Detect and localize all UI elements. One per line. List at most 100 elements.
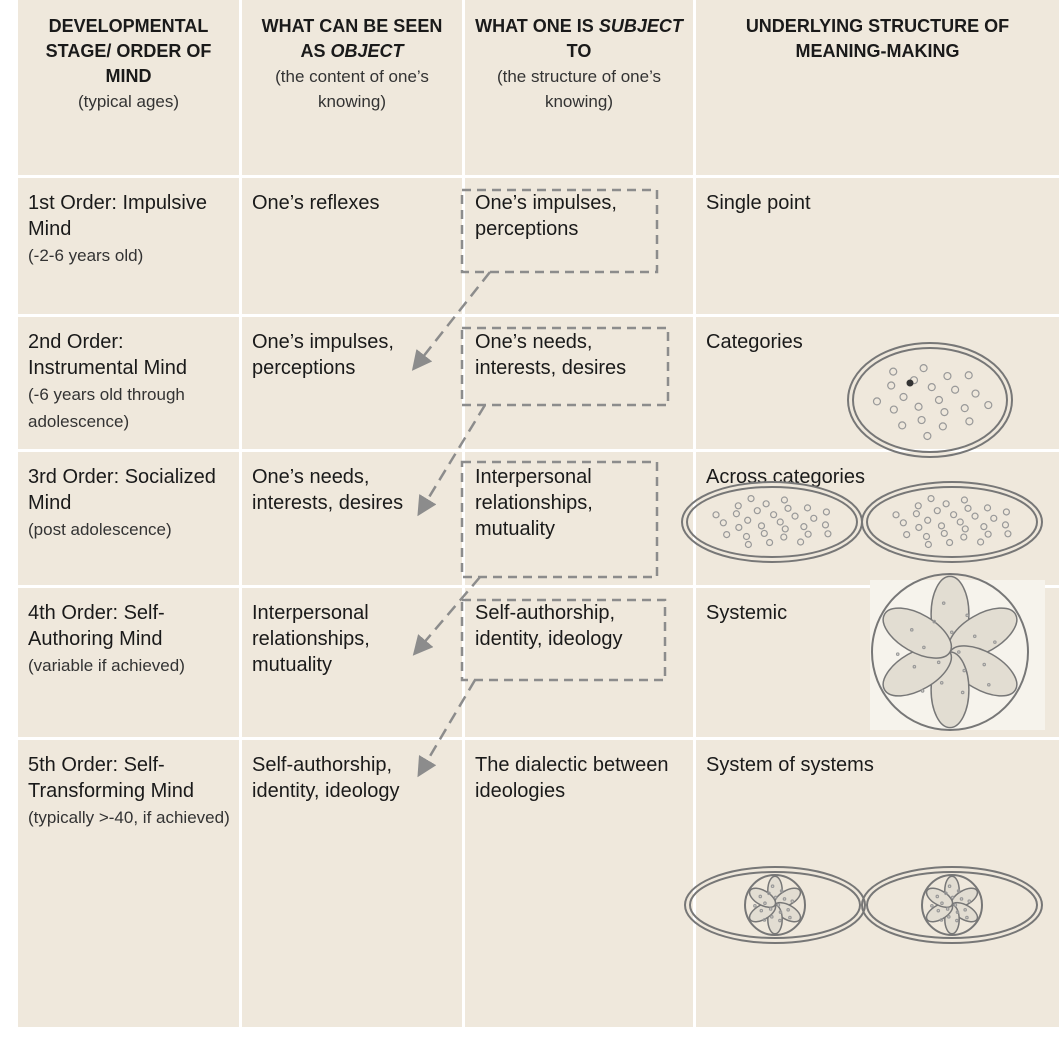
dot: [960, 404, 969, 413]
stage-name: 4th Order: Self-Authoring Mind: [28, 602, 165, 650]
dot: [922, 645, 926, 650]
dot: [930, 904, 934, 908]
dot: [932, 619, 937, 624]
stage-name: 3rd Order: Socialized Mind: [28, 466, 216, 514]
object-cell: Self-authorship, identity, ideology: [242, 740, 462, 1027]
dot: [889, 367, 898, 376]
dot: [781, 525, 789, 533]
ellipse: [847, 342, 1013, 458]
object-text: Interpersonal relationships, mutuality: [252, 602, 370, 676]
dot: [742, 532, 751, 541]
dot: [944, 891, 948, 896]
dot: [887, 381, 896, 390]
subject-cell: Self-authorship, identity, ideology: [465, 588, 693, 737]
dot: [759, 908, 764, 913]
dot: [912, 510, 921, 518]
object-cell: Interpersonal relationships, mutuality: [242, 588, 462, 737]
ellipse: [686, 486, 858, 558]
object-cell: One’s impulses, perceptions: [242, 317, 462, 449]
stage-ages: (post adolescence): [28, 520, 172, 539]
stage-name: 1st Order: Impulsive Mind: [28, 192, 207, 240]
dot: [924, 540, 932, 549]
header-emphasis: OBJECT: [330, 41, 404, 61]
subject-text: The dialectic between ideologies: [475, 754, 669, 802]
dot: [983, 504, 992, 512]
dot: [903, 530, 911, 539]
dot: [927, 383, 936, 392]
ellipse: [689, 871, 861, 939]
dot: [936, 660, 941, 665]
dot: [810, 514, 818, 522]
dot: [947, 884, 952, 889]
stage-ages: (-6 years old through adolescence): [28, 385, 185, 431]
object-text: One’s reflexes: [252, 192, 380, 214]
dashed-box: [460, 188, 659, 274]
header-note: (typical ages): [77, 92, 180, 111]
header-emphasis: SUBJECT: [598, 16, 683, 36]
dot: [967, 899, 972, 904]
dot: [937, 522, 946, 530]
dot: [776, 903, 781, 907]
petal: [748, 887, 777, 909]
dot: [959, 897, 964, 901]
dot: [950, 511, 958, 519]
dashed-box: [460, 598, 667, 682]
header-title: UNDERLYING STRUCTURE OF MEANING-MAKING: [746, 16, 1009, 61]
dot: [712, 511, 720, 519]
dot: [763, 901, 767, 906]
subject-cell: One’s impulses, perceptions: [465, 178, 693, 314]
dot: [796, 538, 805, 546]
dot: [765, 538, 774, 547]
dot: [744, 516, 752, 524]
header-cell: UNDERLYING STRUCTURE OF MEANING-MAKING: [696, 0, 1059, 175]
dot: [953, 903, 958, 907]
subject-cell: The dialectic between ideologies: [465, 740, 693, 1027]
dot: [767, 891, 771, 896]
arrow: [412, 576, 481, 656]
dot: [927, 495, 935, 503]
object-cell: One’s reflexes: [242, 178, 462, 314]
dot: [784, 504, 792, 512]
stage-cell: 1st Order: Impulsive Mind (-2-6 years old…: [18, 178, 239, 314]
dot: [753, 904, 757, 908]
dot: [770, 511, 778, 519]
dot: [778, 918, 782, 923]
ellipse: [866, 871, 1038, 939]
dot: [990, 514, 998, 522]
dot: [945, 907, 950, 911]
dot: [791, 512, 799, 520]
header-text: TO: [566, 41, 592, 61]
dot: [924, 516, 932, 524]
dot: [955, 918, 959, 923]
dot: [915, 523, 923, 532]
header-text: WHAT CAN BE SEEN AS: [261, 16, 443, 61]
arrow: [417, 404, 487, 517]
dot: [735, 523, 743, 532]
dot: [945, 538, 954, 547]
dot: [936, 908, 941, 913]
dot: [965, 915, 969, 920]
dot: [956, 518, 964, 526]
dot: [940, 901, 944, 906]
structure-cell: Single point: [696, 178, 1059, 314]
dot: [914, 402, 923, 411]
dot: [1001, 521, 1010, 529]
dot: [984, 530, 992, 538]
stage-ages: (-2-6 years old): [28, 246, 144, 265]
dot: [960, 533, 968, 541]
subject-text: Interpersonal relationships, mutuality: [475, 466, 593, 540]
dot: [768, 907, 773, 911]
header-note: (the content of one’s knowing): [275, 67, 429, 111]
ellipse: [852, 347, 1008, 453]
dot: [962, 668, 967, 673]
dot: [744, 540, 752, 549]
dot: [760, 529, 768, 538]
dot: [965, 417, 974, 426]
dot: [895, 652, 900, 656]
arrow: [417, 679, 477, 778]
dot: [719, 519, 727, 527]
dot: [1002, 508, 1011, 516]
subject-cell: Interpersonal relationships, mutuality: [465, 452, 693, 585]
dot: [956, 889, 961, 893]
